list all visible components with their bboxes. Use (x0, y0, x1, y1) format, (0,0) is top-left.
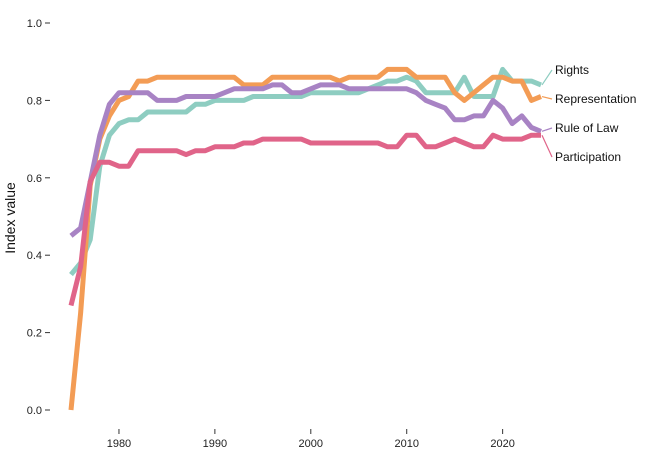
x-tick-label: 1980 (107, 438, 131, 450)
y-tick-label: 0.6 (27, 173, 42, 185)
legend-leader-line (541, 127, 553, 132)
x-axis: 1980 1990 2000 2010 2020 (107, 429, 515, 450)
series-line-rights (69, 66, 542, 277)
direct-labels: Rights Representation Rule of Law Participa… (541, 63, 636, 164)
legend-label-representation: Representation (555, 92, 636, 106)
series-line-participation (68, 132, 541, 307)
y-tick-label: 0.0 (27, 405, 42, 417)
series-line-representation (68, 66, 542, 411)
y-axis: 0.0 0.2 0.4 0.6 0.8 1.0 (27, 18, 50, 417)
x-tick-label: 1990 (203, 438, 227, 450)
legend-label-rule-of-law: Rule of Law (555, 121, 619, 135)
y-tick-label: 0.4 (27, 250, 42, 262)
series-lines (68, 66, 542, 411)
y-tick-label: 0.8 (27, 95, 42, 107)
x-tick-label: 2000 (299, 438, 323, 450)
y-tick-label: 1.0 (27, 18, 42, 30)
legend-leader-line (541, 134, 553, 158)
legend-leader-line (541, 69, 553, 86)
legend-label-rights: Rights (555, 63, 589, 77)
legend-label-participation: Participation (555, 150, 621, 164)
legend-leader-line (541, 95, 553, 100)
x-tick-label: 2010 (394, 438, 418, 450)
y-axis-title: Index value (2, 182, 18, 254)
x-tick-label: 2020 (490, 438, 514, 450)
y-tick-label: 0.2 (27, 328, 42, 340)
series-line-rule-of-law (69, 82, 542, 238)
